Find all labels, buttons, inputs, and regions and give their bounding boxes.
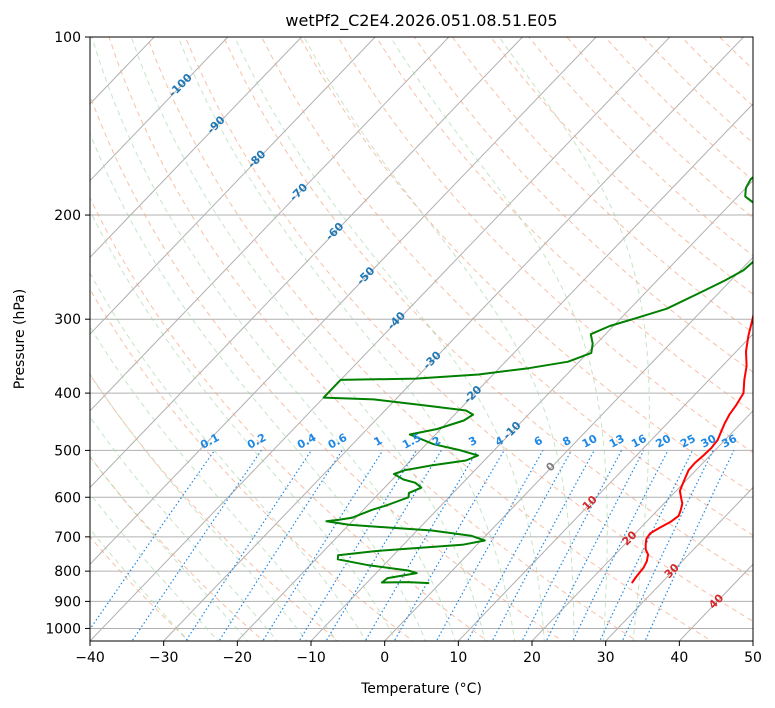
mixing-ratio-label: 25 [678,432,698,451]
x-tick-label: 50 [744,650,762,666]
mixing-ratio-line [90,450,215,631]
isotherm-line [236,103,753,641]
dry-adiabat-line [146,37,713,641]
mixing-ratio-label: 30 [699,432,719,451]
dry-adiabat-line [90,455,265,641]
y-tick-label: 1000 [45,621,81,637]
grid-layer [90,37,775,643]
y-tick-label: 300 [54,312,81,328]
x-tick-label: 40 [670,650,688,666]
plot-background [90,37,753,641]
dry-adiabat-line [490,37,753,295]
x-tick-label: −40 [75,650,105,666]
x-tick-label: −10 [296,650,326,666]
y-tick-label: 600 [54,490,81,506]
isotherm-line [604,486,753,641]
moist-adiabat-line [90,455,249,641]
temperature-profile-line [630,312,753,584]
dry-adiabat-line [90,373,340,641]
dry-adiabat-line [261,37,753,536]
dry-adiabat-line [90,94,564,641]
mixing-ratio-line [218,450,343,641]
mixing-ratio-line [262,450,384,641]
x-tick-label: 30 [597,650,615,666]
x-tick-label: −30 [149,650,179,666]
mixing-ratio-line [521,450,623,641]
isotherm-line [90,37,671,641]
dewpoint-profile-line [322,175,753,585]
mixing-ratio-line [466,450,573,641]
isotherm-line [90,37,597,565]
mixing-ratio-line [599,450,694,641]
mixing-ratio-label: 20 [653,432,673,451]
y-tick-label: 900 [54,594,81,610]
y-tick-label: 200 [54,208,81,224]
moist-adiabat-line [90,325,338,641]
mixing-ratio-line [491,450,595,641]
moist-adiabat-line [234,37,545,641]
dry-adiabat-line [299,37,753,495]
moist-adiabat-line [90,492,219,641]
mixing-ratio-line [298,450,418,641]
moist-adiabat-line [90,132,427,641]
isotherm-line [752,640,753,641]
moist-adiabat-line [498,37,650,641]
mixing-ratio-line [364,450,479,641]
dry-adiabat-line [758,37,775,643]
isotherm-line [457,333,753,641]
series-layer [322,175,753,585]
mixing-ratio-label: 13 [607,432,627,451]
mixing-ratio-line [621,450,714,641]
mixing-ratio-line [131,450,262,641]
isotherm-line [90,37,450,412]
chart-title: wetPf2_C2E4.2026.051.08.51.E05 [285,11,557,31]
moist-adiabat-line [303,37,575,641]
y-tick-label: 800 [54,564,81,580]
y-tick-label: 400 [54,386,81,402]
dry-adiabat-line [413,37,753,373]
isotherm-line [162,37,745,641]
x-tick-label: 20 [523,650,541,666]
mixing-ratio-line [644,450,735,641]
mixing-ratio-line [545,450,645,641]
moist-adiabat-line [90,272,367,641]
mixing-ratio-line [185,450,312,641]
x-tick-label: −20 [223,650,253,666]
y-tick-label: 100 [54,30,81,46]
isotherm-line [90,37,524,489]
plot-frame [89,36,754,642]
isotherm-line [531,410,753,641]
moist-adiabat-line [90,209,397,641]
moist-adiabat-line [177,37,516,641]
y-axis-title: Pressure (hPa) [12,289,28,389]
isotherm-line [310,179,753,641]
moist-adiabat-line [90,528,190,641]
x-axis: −40 −30 −20 −10 0 10 20 30 40 50 [75,641,762,666]
x-axis-title: Temperature (°C) [360,681,482,697]
dry-adiabat-line [223,37,753,579]
dry-adiabat-line [90,288,414,641]
x-tick-label: 0 [380,650,389,666]
y-tick-label: 500 [54,443,81,459]
mixing-ratio-label: 16 [629,432,649,451]
moist-adiabat-line [91,37,456,641]
isotherm-line [90,37,303,259]
dry-adiabat-line [108,37,638,641]
isotherm-line [90,37,229,182]
x-tick-label: 10 [449,650,467,666]
y-tick-label: 700 [54,530,81,546]
dry-adiabat-line [184,37,753,622]
y-axis: 100 200 300 400 500 600 700 800 900 1000 [45,30,90,637]
moist-adiabat-line [389,37,608,641]
mixing-ratio-label: 10 [580,432,600,451]
mixing-ratio-label: 36 [719,432,739,451]
